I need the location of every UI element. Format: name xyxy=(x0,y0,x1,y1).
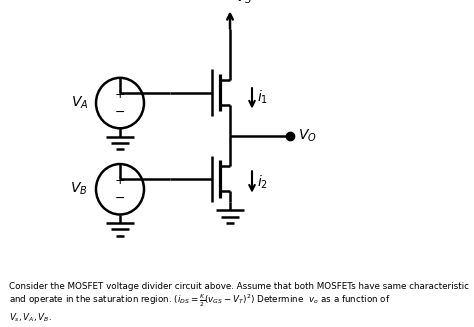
Text: $V_S$: $V_S$ xyxy=(235,0,252,6)
Text: −: − xyxy=(115,106,125,119)
Text: +: + xyxy=(115,174,125,187)
Text: +: + xyxy=(115,88,125,101)
Text: $V_B$: $V_B$ xyxy=(71,181,88,198)
Text: $V_O$: $V_O$ xyxy=(298,128,317,144)
Text: $i_2$: $i_2$ xyxy=(257,173,268,191)
Text: $i_1$: $i_1$ xyxy=(257,89,268,107)
Text: −: − xyxy=(115,192,125,205)
Text: $V_A$: $V_A$ xyxy=(71,95,88,111)
Text: Consider the MOSFET voltage divider circuit above. Assume that both MOSFETs have: Consider the MOSFET voltage divider circ… xyxy=(9,282,469,324)
